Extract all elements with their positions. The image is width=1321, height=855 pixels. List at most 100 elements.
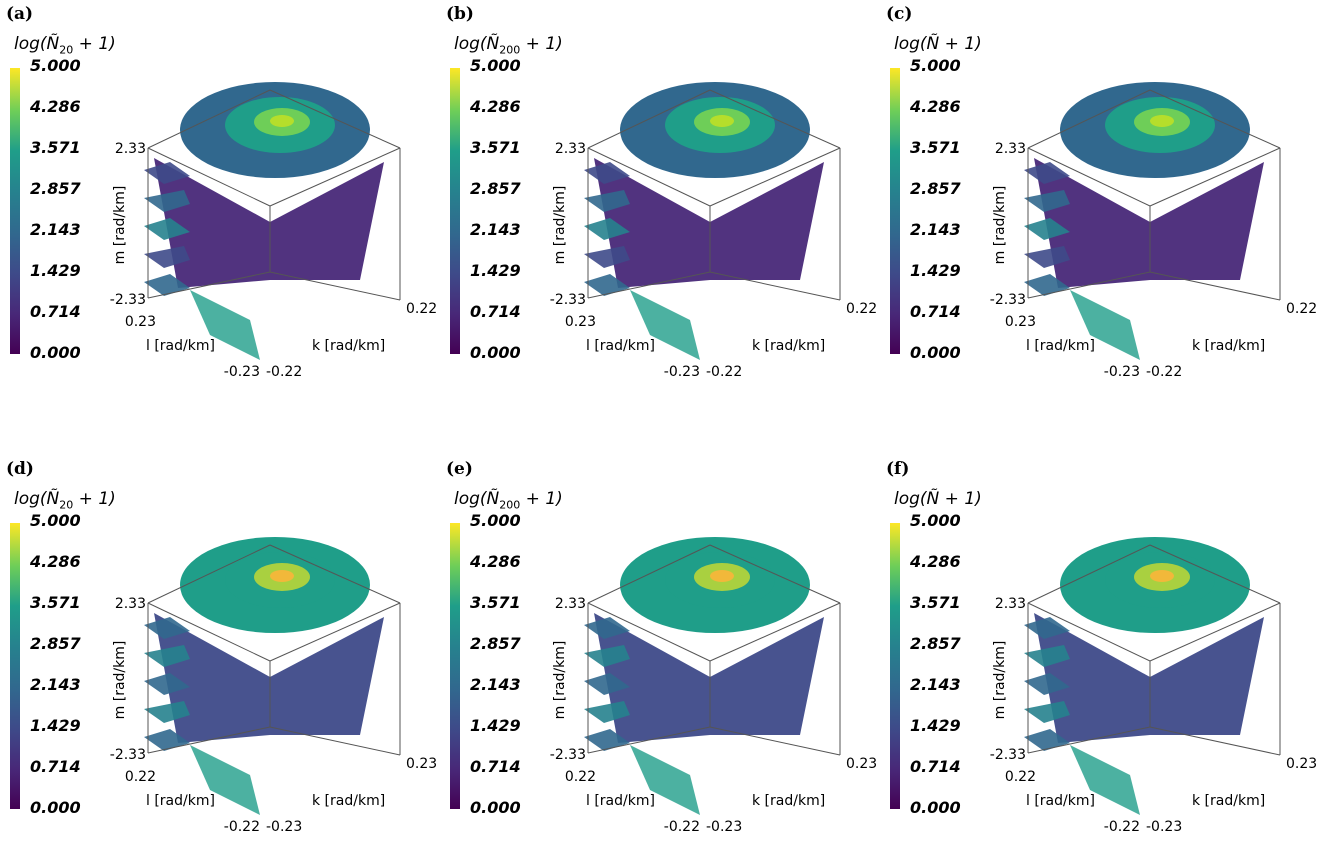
panel-b: (b) log(Ñ200 + 1) 5.000 4.286 3.571 2.857 2.14… [440, 0, 880, 400]
cube-edge [709, 271, 841, 301]
isosurface-fin [584, 190, 630, 212]
cube-edge [1027, 89, 1151, 149]
l-axis-label: l [rad/km] [146, 338, 215, 354]
isosurface-fin [144, 645, 190, 667]
cube-edge [1149, 726, 1281, 756]
panel-label: (b) [446, 4, 474, 24]
cube-edge [147, 544, 271, 604]
colorbar-tick: 3.571 [470, 138, 521, 157]
m-axis-label: m [rad/km] [552, 641, 568, 720]
colorbar-tick: 0.714 [30, 302, 81, 321]
colorbar-tick: 4.286 [910, 97, 961, 116]
panel-label: (d) [6, 459, 34, 479]
colorbar-tick: 0.000 [30, 343, 81, 362]
colorbar-title: log(Ñ + 1) [894, 34, 982, 54]
cube-edge [709, 602, 841, 662]
l-tick-top: 0.22 [565, 769, 596, 785]
k-axis-label: k [rad/km] [1192, 338, 1265, 354]
colorbar-tick: 2.143 [470, 220, 521, 239]
k-axis-label: k [rad/km] [312, 338, 385, 354]
colorbar-tick: 5.000 [910, 56, 961, 75]
isosurface-body [154, 158, 384, 288]
colorbar-tick: 3.571 [910, 138, 961, 157]
colorbar-tick: 2.143 [910, 675, 961, 694]
m-tick-top: 2.33 [555, 596, 586, 612]
cube-edge [587, 89, 711, 149]
colorbar-tick: 4.286 [470, 97, 521, 116]
colorbar-tick: 2.857 [910, 634, 961, 653]
isosurface-fin [144, 729, 190, 751]
k-tick-bottom: -0.23 [706, 819, 742, 835]
cube-edge [587, 544, 711, 604]
isosurface-highlight [630, 745, 700, 815]
cube-edge [147, 147, 271, 207]
k-tick-top: 0.22 [846, 301, 877, 317]
cube-edge [587, 726, 711, 754]
k-tick-bottom: -0.23 [1146, 819, 1182, 835]
panel-label: (e) [446, 459, 473, 479]
colorbar-tick: 4.286 [910, 552, 961, 571]
k-axis-label: k [rad/km] [1192, 793, 1265, 809]
isosurface-plot: 2.33 -2.33 m [rad/km] 0.23 l [rad/km] -0.23 0.… [110, 82, 437, 380]
m-axis-label: m [rad/km] [992, 186, 1008, 265]
isosurface-fin [144, 218, 190, 240]
l-axis-label: l [rad/km] [586, 338, 655, 354]
l-tick-top: 0.22 [125, 769, 156, 785]
l-tick-top: 0.23 [125, 314, 156, 330]
isosurface-fin [1024, 190, 1070, 212]
colorbar-tick: 0.714 [910, 757, 961, 776]
isosurface-fin [144, 246, 190, 268]
l-axis-label: l [rad/km] [1026, 338, 1095, 354]
colorbar-tick: 1.429 [910, 261, 961, 280]
isosurface-fin [144, 617, 190, 639]
isosurface-fin [144, 673, 190, 695]
isosurface-fin [1024, 701, 1070, 723]
isosurface-highlight [190, 745, 260, 815]
isosurface-plot: 2.33 -2.33 m [rad/km] 0.23 l [rad/km] -0.23 0.… [550, 82, 877, 380]
colorbar-tick: 2.857 [30, 634, 81, 653]
m-tick-top: 2.33 [115, 596, 146, 612]
panel-label: (f) [886, 459, 910, 479]
cube-edge [269, 89, 401, 149]
isosurface-peak [710, 570, 734, 582]
l-tick-bottom: -0.22 [1104, 819, 1140, 835]
colorbar-tick: 4.286 [30, 552, 81, 571]
colorbar-tick: 0.714 [910, 302, 961, 321]
k-axis-label: k [rad/km] [312, 793, 385, 809]
panel-f: (f) log(Ñ + 1) 5.000 4.286 3.571 2.857 2.143 1.… [880, 455, 1320, 855]
colorbar-tick: 5.000 [470, 56, 521, 75]
isosurface-fin [584, 701, 630, 723]
panel-c: (c) log(Ñ + 1) 5.000 4.286 3.571 2.857 2.143 1.… [880, 0, 1320, 400]
isosurface-fin [1024, 218, 1070, 240]
panel-e: (e) log(Ñ200 + 1) 5.000 4.286 3.571 2.857 2.14… [440, 455, 880, 855]
isosurface-highlight [630, 290, 700, 360]
m-tick-top: 2.33 [555, 141, 586, 157]
isosurface-fin [144, 190, 190, 212]
m-tick-bottom: -2.33 [550, 747, 586, 763]
k-tick-bottom: -0.22 [1146, 364, 1182, 380]
colorbar-title: log(Ñ + 1) [894, 489, 982, 509]
cube-edge [269, 147, 401, 207]
cube-edge [1149, 89, 1281, 149]
cube-edge [709, 726, 841, 756]
colorbar-tick: 5.000 [910, 511, 961, 530]
m-tick-top: 2.33 [115, 141, 146, 157]
k-tick-bottom: -0.22 [266, 364, 302, 380]
m-axis-label: m [rad/km] [112, 641, 128, 720]
colorbar-tick: 2.143 [910, 220, 961, 239]
isosurface-plot: 2.33 -2.33 m [rad/km] 0.22 l [rad/km] -0.22 0.… [990, 537, 1317, 835]
m-tick-top: 2.33 [995, 141, 1026, 157]
cube-edge [269, 271, 401, 301]
k-tick-bottom: -0.22 [706, 364, 742, 380]
isosurface-plot: 2.33 -2.33 m [rad/km] 0.22 l [rad/km] -0.22 0.… [550, 537, 877, 835]
isosurface-fin [584, 274, 630, 296]
colorbar-tick: 0.714 [470, 757, 521, 776]
m-tick-bottom: -2.33 [550, 292, 586, 308]
m-axis-label: m [rad/km] [992, 641, 1008, 720]
isosurface-fin [144, 274, 190, 296]
cube-edge [709, 147, 841, 207]
isosurface-fin [1024, 645, 1070, 667]
l-tick-bottom: -0.23 [664, 364, 700, 380]
isosurface-fin [144, 701, 190, 723]
m-tick-top: 2.33 [995, 596, 1026, 612]
